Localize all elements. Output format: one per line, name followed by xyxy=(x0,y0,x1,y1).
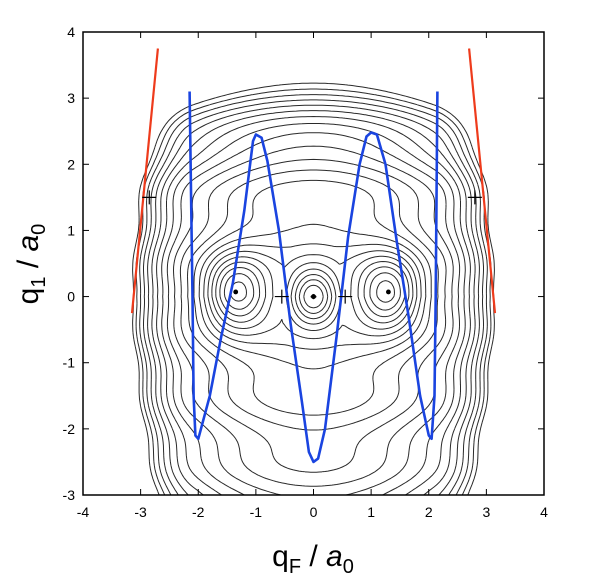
overlay-lines xyxy=(130,48,497,464)
contour-line xyxy=(132,82,495,495)
y-tick-label: 0 xyxy=(67,289,75,305)
x-tick-label: 2 xyxy=(425,504,433,520)
contour-line xyxy=(151,110,476,495)
y-axis-title: q1 / a0 xyxy=(12,224,50,305)
x-tick-label: -1 xyxy=(250,504,263,520)
contour-line xyxy=(147,104,480,495)
stationary-point-markers xyxy=(142,190,482,304)
contour-line xyxy=(139,94,488,495)
contour-line xyxy=(198,223,427,370)
contour-line xyxy=(187,169,439,431)
contour-line xyxy=(156,116,471,495)
x-tick-label: 3 xyxy=(482,504,490,520)
x-tick-label: 1 xyxy=(367,504,375,520)
x-tick-label: -3 xyxy=(134,504,147,520)
x-axis-title: qF / a0 xyxy=(272,540,354,578)
saddle-cross xyxy=(142,190,157,205)
contour-line xyxy=(161,123,466,495)
blue-path xyxy=(188,91,439,464)
contour-line xyxy=(230,280,395,309)
contour-line xyxy=(215,261,410,325)
x-tick-label: -2 xyxy=(192,504,205,520)
contour-line xyxy=(203,243,422,350)
minimum-dot xyxy=(311,294,316,299)
contour-line xyxy=(166,132,461,495)
contour-line xyxy=(219,266,406,320)
x-tick-label: -4 xyxy=(77,504,90,520)
x-tick-label: 4 xyxy=(540,504,548,520)
potential-contours xyxy=(132,82,495,495)
minimum-dot xyxy=(233,289,239,295)
saddle-cross xyxy=(467,190,482,205)
red-line-right xyxy=(468,48,497,314)
contour-line xyxy=(223,272,401,314)
y-tick-label: -1 xyxy=(63,355,76,371)
y-tick-label: 3 xyxy=(67,90,75,106)
y-tick-label: -2 xyxy=(63,421,76,437)
saddle-cross xyxy=(338,289,353,304)
x-tick-label: 0 xyxy=(310,504,318,520)
y-tick-label: 1 xyxy=(67,222,75,238)
y-tick-label: -3 xyxy=(63,487,76,503)
red-line-left xyxy=(130,48,159,314)
saddle-cross xyxy=(274,289,289,304)
y-tick-label: 4 xyxy=(67,24,75,40)
contour-line xyxy=(193,179,432,416)
y-tick-label: 2 xyxy=(67,156,75,172)
minimum-dot xyxy=(386,289,391,295)
